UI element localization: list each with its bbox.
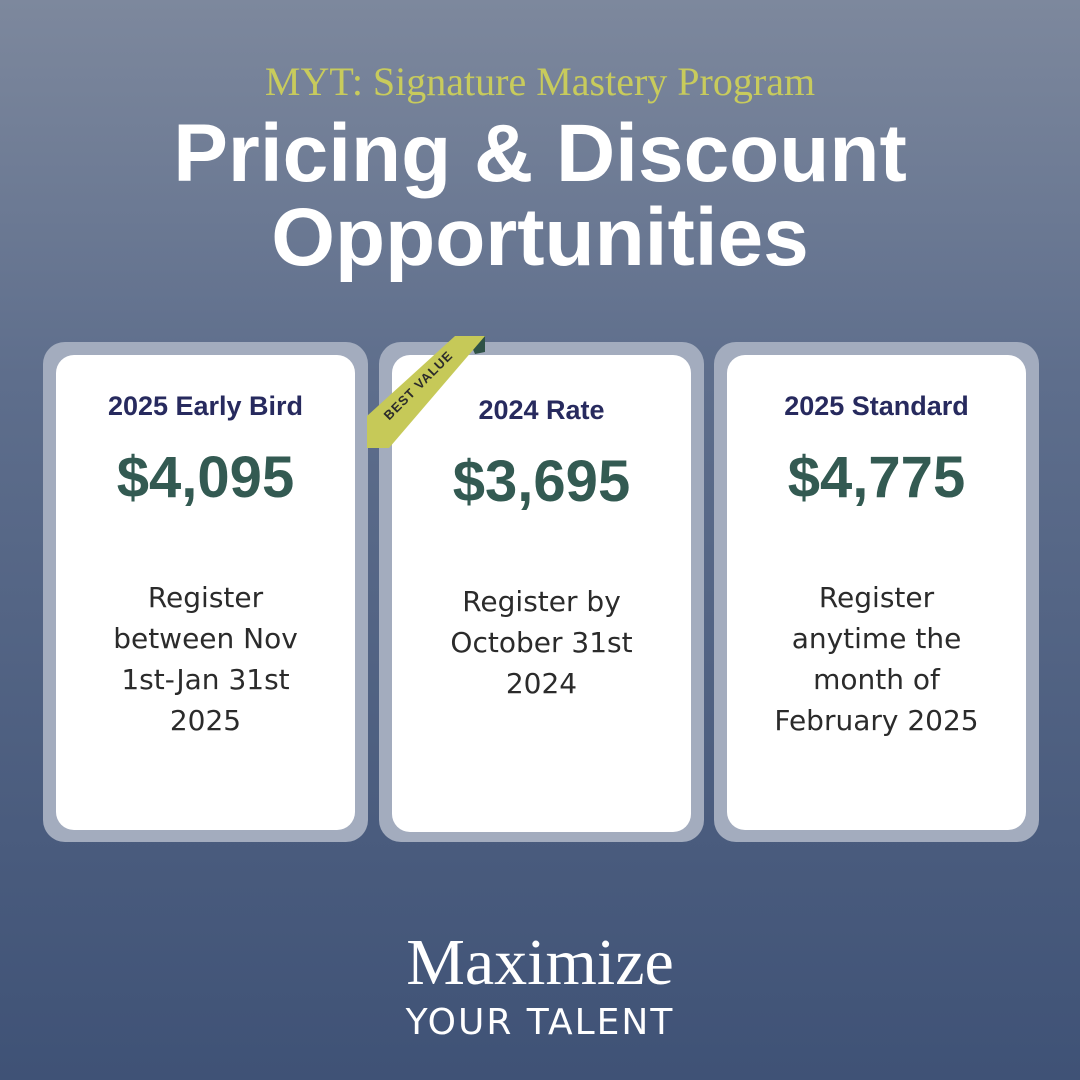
subtitle: MYT: Signature Mastery Program (264, 59, 816, 104)
badge-ribbon: BEST VALUE (367, 336, 485, 448)
card-description: Register anytime the month of February 2… (774, 581, 979, 737)
card-price: $4,775 (787, 445, 966, 510)
tagline: YOUR TALENT (405, 1002, 675, 1043)
card-label: 2024 Rate (478, 395, 605, 425)
title: Pricing & Discount Opportunities (173, 108, 907, 283)
card-price: $4,095 (116, 445, 295, 510)
brand: Maximize (406, 926, 674, 999)
pricing-card: 2025 Standard $4,775 Register anytime th… (727, 355, 1026, 830)
pricing-card: 2024 Rate $3,695 Register by October 31s… (392, 355, 691, 832)
card-description: Register by October 31st 2024 (450, 585, 633, 700)
card-price: $3,695 (452, 449, 631, 514)
pricing-card: 2025 Early Bird $4,095 Register between … (56, 355, 355, 830)
card-frame: 2025 Standard $4,775 Register anytime th… (714, 342, 1039, 842)
ribbon-band (367, 336, 485, 448)
card-label: 2025 Early Bird (107, 391, 304, 421)
card-frame: 2024 Rate $3,695 Register by October 31s… (379, 342, 704, 842)
card-label: 2025 Standard (784, 391, 969, 421)
card-description: Register between Nov 1st-Jan 31st 2025 (113, 581, 298, 737)
card-frame: 2025 Early Bird $4,095 Register between … (43, 342, 368, 842)
